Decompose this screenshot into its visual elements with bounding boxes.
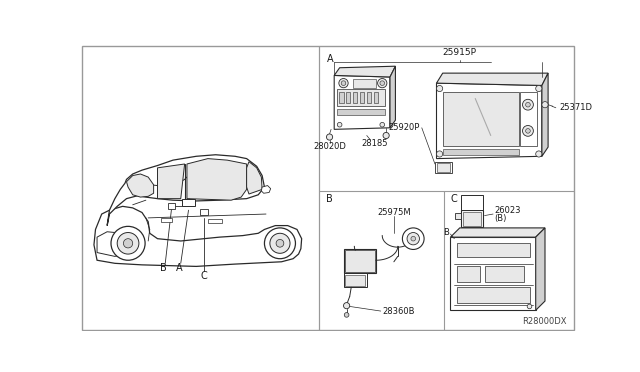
Text: 25975M: 25975M <box>377 208 411 217</box>
Bar <box>435 162 452 173</box>
Text: R28000DX: R28000DX <box>522 317 566 326</box>
Bar <box>520 92 537 146</box>
Circle shape <box>341 81 346 86</box>
Circle shape <box>264 228 296 259</box>
Bar <box>353 78 376 88</box>
Bar <box>436 163 451 172</box>
Bar <box>345 275 365 286</box>
Polygon shape <box>246 162 262 194</box>
Bar <box>443 148 518 155</box>
Polygon shape <box>157 164 184 199</box>
Polygon shape <box>127 174 154 197</box>
Bar <box>161 218 172 222</box>
Polygon shape <box>97 232 134 256</box>
Bar <box>344 249 376 273</box>
Polygon shape <box>334 76 390 129</box>
Polygon shape <box>536 228 545 310</box>
Bar <box>344 273 367 287</box>
Circle shape <box>542 102 548 108</box>
Bar <box>346 92 351 103</box>
Circle shape <box>536 151 542 157</box>
Bar <box>353 92 358 103</box>
Bar <box>457 287 529 302</box>
Circle shape <box>436 86 443 92</box>
Circle shape <box>527 304 532 309</box>
Polygon shape <box>187 158 246 200</box>
Polygon shape <box>451 237 536 310</box>
Bar <box>208 219 222 222</box>
Bar <box>339 92 344 103</box>
Circle shape <box>407 232 419 245</box>
Polygon shape <box>261 186 271 193</box>
Bar <box>374 92 378 103</box>
Bar <box>463 212 481 225</box>
Bar <box>182 199 195 206</box>
Circle shape <box>436 151 443 157</box>
Polygon shape <box>451 228 545 237</box>
Text: 25915P: 25915P <box>443 48 477 57</box>
Bar <box>443 92 518 146</box>
Text: A: A <box>176 263 182 273</box>
Circle shape <box>536 86 542 92</box>
Circle shape <box>378 78 387 88</box>
Polygon shape <box>436 83 542 158</box>
Polygon shape <box>390 66 396 128</box>
Text: B: B <box>326 194 333 203</box>
Circle shape <box>117 232 139 254</box>
Text: 28360B: 28360B <box>382 307 415 315</box>
Circle shape <box>525 102 531 107</box>
Text: 28185: 28185 <box>361 139 388 148</box>
Circle shape <box>326 134 333 140</box>
Circle shape <box>344 302 349 309</box>
Text: 25920P: 25920P <box>388 123 419 132</box>
Polygon shape <box>542 73 548 156</box>
Circle shape <box>339 78 348 88</box>
Bar <box>485 266 524 282</box>
Text: A: A <box>326 54 333 64</box>
Text: C: C <box>451 194 457 203</box>
Text: 25371D: 25371D <box>559 103 592 112</box>
Bar <box>168 203 175 209</box>
Circle shape <box>337 122 342 127</box>
Bar <box>360 92 364 103</box>
Circle shape <box>270 233 290 253</box>
Circle shape <box>403 228 424 250</box>
Circle shape <box>380 81 385 86</box>
Polygon shape <box>436 73 548 86</box>
Circle shape <box>380 122 385 127</box>
Bar <box>337 89 385 106</box>
Circle shape <box>383 132 389 139</box>
Circle shape <box>276 240 284 247</box>
Text: 28020D: 28020D <box>313 142 346 151</box>
Circle shape <box>525 129 531 133</box>
Circle shape <box>124 239 132 248</box>
Text: B: B <box>443 228 449 237</box>
Circle shape <box>411 236 415 241</box>
Polygon shape <box>461 195 483 210</box>
Bar <box>337 109 385 115</box>
Bar <box>457 243 529 257</box>
Polygon shape <box>107 155 264 225</box>
Bar <box>461 210 483 227</box>
Polygon shape <box>334 66 396 77</box>
Circle shape <box>344 312 349 317</box>
Bar <box>457 266 480 282</box>
Text: C: C <box>200 271 207 280</box>
Bar <box>200 209 208 215</box>
Text: (B): (B) <box>495 214 507 223</box>
Circle shape <box>522 125 533 136</box>
Text: 26023: 26023 <box>495 206 521 215</box>
Bar <box>367 92 371 103</box>
Circle shape <box>522 99 533 110</box>
Polygon shape <box>94 206 301 266</box>
Bar <box>455 213 461 219</box>
Bar <box>345 250 374 272</box>
Text: B: B <box>161 263 167 273</box>
Circle shape <box>111 226 145 260</box>
